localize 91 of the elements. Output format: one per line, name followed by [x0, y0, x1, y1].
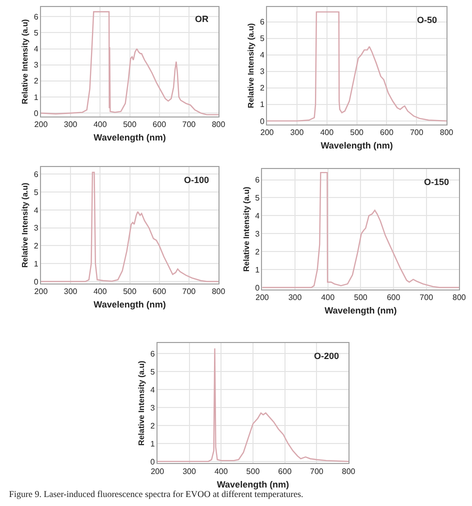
x-tick-label: 800 — [212, 286, 226, 296]
y-tick-label: 2 — [255, 247, 260, 256]
y-tick-label: 2 — [34, 242, 39, 251]
y-tick-label: 3 — [255, 229, 260, 238]
x-tick-label: 800 — [452, 292, 466, 302]
y-tick-label: 5 — [255, 194, 260, 203]
line-series — [267, 11, 447, 122]
y-axis-title: Relative Intensity (a.u) — [20, 182, 30, 268]
y-tick-label: 3 — [34, 60, 39, 70]
y-tick-label: 0 — [34, 108, 39, 118]
x-tick-label: 200 — [260, 128, 274, 137]
x-tick-label: 400 — [93, 120, 108, 129]
y-tick-label: 6 — [34, 12, 39, 22]
annotation: O-200 — [314, 351, 340, 361]
y-tick-label: 5 — [260, 34, 265, 44]
y-axis-title: Relative Intensity (a.u) — [20, 18, 30, 104]
y-tick-label: 2 — [150, 421, 156, 430]
y-tick-label: 1 — [150, 439, 156, 448]
y-tick-label: 6 — [255, 176, 260, 185]
x-tick-label: 300 — [182, 466, 196, 476]
x-tick-label: 800 — [342, 466, 356, 476]
x-tick-label: 400 — [320, 128, 334, 137]
x-tick-label: 400 — [214, 466, 228, 476]
y-tick-label: 3 — [150, 403, 156, 412]
y-tick-label: 2 — [260, 84, 265, 93]
y-tick-label: 1 — [34, 92, 39, 102]
x-tick-label: 400 — [93, 286, 108, 296]
y-axis-title: Relative Intensity (a.u) — [246, 22, 256, 108]
y-tick-label: 4 — [150, 385, 156, 394]
y-tick-label: 3 — [260, 67, 265, 76]
x-tick-label: 200 — [34, 120, 48, 129]
y-tick-label: 4 — [260, 50, 265, 60]
y-tick-label: 6 — [34, 170, 39, 179]
annotation: O-150 — [424, 177, 450, 187]
y-tick-label: 0 — [260, 116, 265, 126]
x-tick-label: 600 — [152, 120, 167, 129]
y-tick-label: 1 — [34, 259, 39, 268]
y-tick-label: 3 — [34, 224, 39, 233]
x-tick-label: 200 — [256, 292, 270, 302]
x-tick-label: 200 — [150, 466, 165, 476]
x-tick-label: 700 — [182, 120, 196, 129]
caption: Figure 9. Laser-induced fluorescence spectra for EVOO at different temperatures. — [9, 489, 304, 499]
x-tick-label: 800 — [212, 120, 226, 129]
y-tick-label: 4 — [34, 44, 39, 54]
x-tick-label: 500 — [123, 120, 137, 129]
y-tick-label: 5 — [150, 367, 156, 376]
y-tick-label: 0 — [34, 277, 39, 286]
line-series — [40, 172, 219, 282]
line-series — [262, 172, 460, 288]
line-series — [157, 348, 349, 462]
annotation: OR — [195, 14, 209, 24]
y-tick-label: 1 — [255, 265, 260, 274]
x-tick-label: 600 — [380, 128, 394, 137]
x-tick-label: 500 — [354, 292, 368, 302]
x-tick-label: 400 — [321, 292, 336, 302]
x-tick-label: 700 — [182, 286, 196, 296]
y-tick-label: 5 — [34, 28, 39, 38]
x-tick-label: 600 — [278, 466, 292, 476]
y-tick-label: 2 — [34, 76, 39, 86]
x-tick-label: 600 — [386, 292, 401, 302]
y-axis-title: Relative Intensity (a.u) — [137, 360, 146, 446]
x-axis-title: Wavelength (nm) — [320, 140, 393, 151]
x-tick-label: 300 — [64, 120, 78, 129]
y-tick-label: 4 — [34, 206, 39, 215]
x-tick-label: 300 — [288, 292, 302, 302]
y-tick-label: 6 — [150, 350, 156, 359]
x-tick-label: 300 — [64, 286, 78, 296]
line-series — [40, 11, 219, 116]
x-tick-label: 500 — [350, 128, 364, 137]
x-axis-title: Wavelength (nm) — [216, 480, 290, 490]
x-tick-label: 500 — [246, 466, 260, 476]
y-tick-label: 4 — [255, 211, 260, 220]
y-tick-label: 6 — [260, 18, 265, 27]
y-axis-title: Relative Intensity (a.u) — [242, 186, 251, 272]
x-axis-title: Wavelength (nm) — [94, 300, 166, 310]
x-tick-label: 300 — [290, 128, 304, 137]
y-tick-label: 5 — [34, 188, 39, 197]
annotation: O-100 — [184, 175, 210, 185]
x-tick-label: 800 — [440, 128, 454, 137]
x-tick-label: 500 — [123, 286, 137, 296]
x-tick-label: 700 — [410, 128, 424, 137]
x-axis-title: Wavelength (nm) — [324, 306, 397, 316]
x-tick-label: 700 — [310, 466, 324, 476]
x-axis-title: Wavelength (nm) — [94, 132, 166, 143]
x-tick-label: 600 — [152, 286, 167, 296]
x-tick-label: 700 — [420, 292, 434, 302]
y-tick-label: 1 — [260, 100, 265, 110]
y-tick-label: 0 — [255, 283, 260, 292]
x-tick-label: 200 — [34, 286, 48, 296]
y-tick-label: 0 — [150, 457, 156, 466]
annotation: O-50 — [417, 15, 438, 25]
